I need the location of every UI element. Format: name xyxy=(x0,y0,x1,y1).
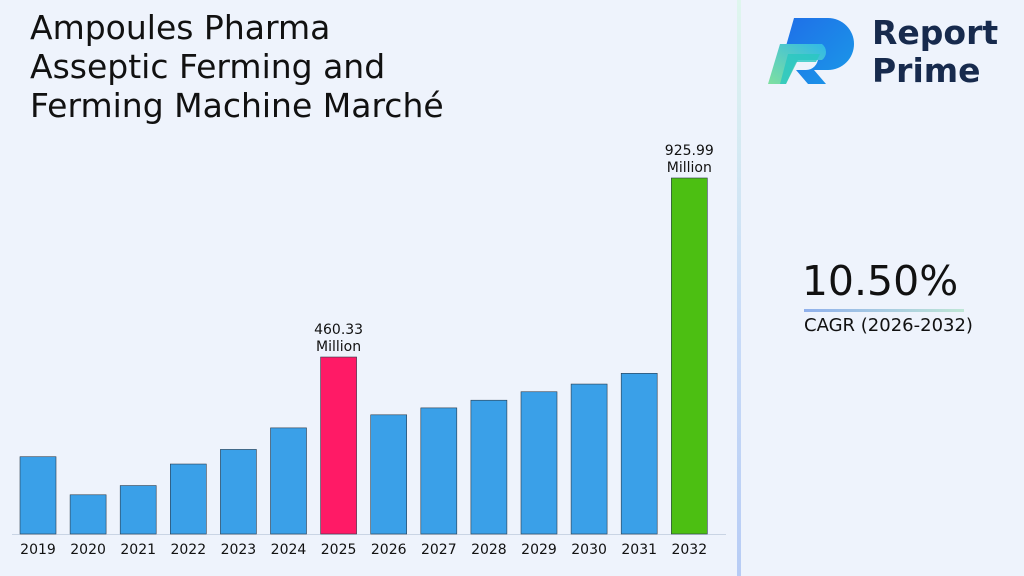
x-tick-label-2019: 2019 xyxy=(20,542,56,558)
bar-2020 xyxy=(69,494,107,535)
bar-2024 xyxy=(270,427,307,535)
x-tick-label-2022: 2022 xyxy=(170,542,206,558)
x-tick-label-2026: 2026 xyxy=(371,542,407,558)
bar-2026 xyxy=(370,414,408,535)
bar-2022 xyxy=(170,463,207,535)
x-tick-label-2023: 2023 xyxy=(221,542,257,558)
x-tick-label-2024: 2024 xyxy=(271,542,307,558)
brand-line-1: Report xyxy=(872,13,999,52)
x-tick-label-2027: 2027 xyxy=(421,542,457,558)
bar-2025 xyxy=(320,356,357,535)
bar-2031 xyxy=(620,372,658,535)
x-tick-label-2021: 2021 xyxy=(120,542,156,558)
bar-2032 xyxy=(670,177,708,535)
x-tick-label-2030: 2030 xyxy=(571,542,607,558)
cagr-value: 10.50% xyxy=(801,257,959,305)
bar-2019 xyxy=(19,456,57,535)
bar-2021 xyxy=(119,485,157,535)
title-line-1: Ampoules Pharma xyxy=(30,8,331,47)
data-label-value-2025: 460.33 xyxy=(314,322,363,338)
data-label-unit-2032: Million xyxy=(667,160,712,176)
x-tick-label-2029: 2029 xyxy=(521,542,557,558)
bar-2030 xyxy=(570,383,608,535)
brand-name: Report Prime xyxy=(872,14,998,90)
brand-line-2: Prime xyxy=(872,51,981,90)
title-line-3: Ferming Machine Marché xyxy=(30,86,444,125)
bar-2029 xyxy=(520,391,558,535)
x-tick-label-2028: 2028 xyxy=(471,542,507,558)
cagr-underline xyxy=(804,309,964,312)
chart-title: Ampoules Pharma Asseptic Ferming and Fer… xyxy=(30,8,550,125)
data-label-value-2032: 925.99 xyxy=(665,143,714,159)
panel-divider xyxy=(737,0,741,576)
x-tick-label-2025: 2025 xyxy=(321,542,357,558)
cagr-label: CAGR (2026-2032) xyxy=(804,315,973,336)
bar-2028 xyxy=(470,399,508,535)
x-tick-label-2020: 2020 xyxy=(70,542,106,558)
bar-2023 xyxy=(220,449,257,535)
x-tick-label-2032: 2032 xyxy=(671,542,707,558)
bar-chart: 2019 2020 2021 2022 2023 2024 2025460.33Millio… xyxy=(12,143,726,558)
title-line-2: Asseptic Ferming and xyxy=(30,47,386,86)
x-tick-label-2031: 2031 xyxy=(621,542,657,558)
report-prime-logo-icon xyxy=(768,18,854,84)
bar-2027 xyxy=(420,407,458,535)
data-label-unit-2025: Million xyxy=(316,339,361,355)
